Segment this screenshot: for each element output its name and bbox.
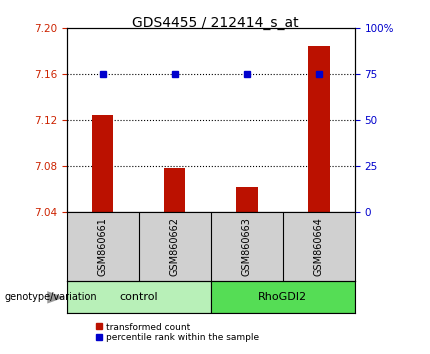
Text: GSM860664: GSM860664 [314, 217, 324, 276]
Bar [92, 115, 114, 212]
Legend: transformed count, percentile rank within the sample: transformed count, percentile rank withi… [92, 319, 263, 346]
Text: GSM860663: GSM860663 [242, 217, 252, 276]
Text: GSM860661: GSM860661 [98, 217, 108, 276]
Text: GDS4455 / 212414_s_at: GDS4455 / 212414_s_at [132, 16, 298, 30]
Text: control: control [120, 292, 158, 302]
Bar [211, 281, 355, 313]
Bar [308, 46, 329, 212]
Polygon shape [47, 291, 64, 303]
Bar [236, 187, 258, 212]
Text: RhoGDI2: RhoGDI2 [258, 292, 307, 302]
Bar [164, 167, 185, 212]
Text: GSM860662: GSM860662 [170, 217, 180, 276]
Text: genotype/variation: genotype/variation [4, 292, 97, 302]
Bar [67, 281, 211, 313]
